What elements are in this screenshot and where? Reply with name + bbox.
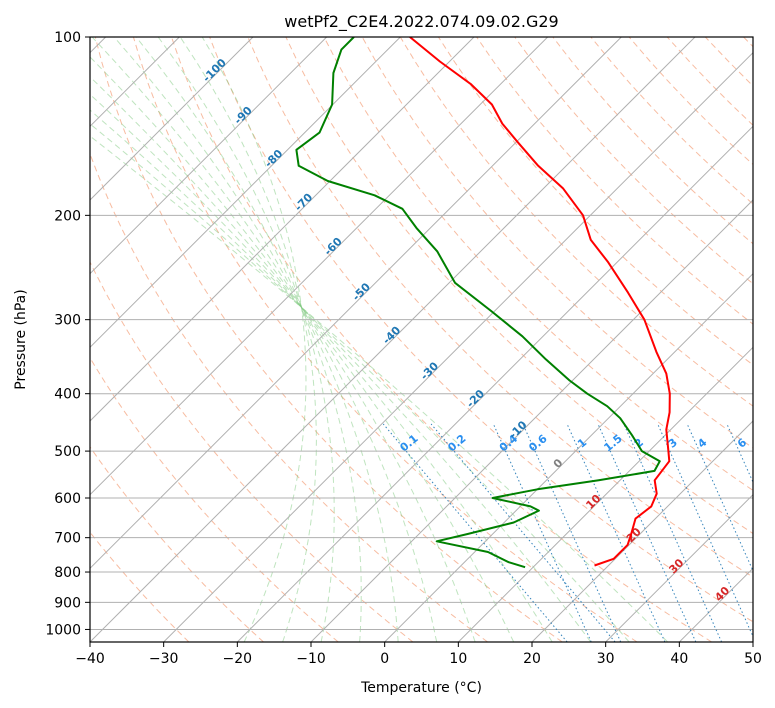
dry-adiabat <box>90 356 339 642</box>
y-tick-label: 600 <box>54 491 81 507</box>
isotherm <box>90 37 696 642</box>
isotherm <box>384 272 753 642</box>
x-tick-label: 50 <box>744 651 762 667</box>
moist-adiabat <box>90 76 515 642</box>
dry-adiabat <box>285 37 753 535</box>
x-tick-label: 20 <box>523 651 541 667</box>
moist-adiabat <box>90 135 669 642</box>
moist-adiabat <box>90 109 592 642</box>
moist-adiabat <box>90 56 476 642</box>
mixing-ratio-line <box>522 423 622 642</box>
isotherm <box>90 37 475 422</box>
y-tick-label: 1000 <box>45 622 81 638</box>
x-axis-label: Temperature (°C) <box>360 680 482 696</box>
y-tick-label: 400 <box>54 387 81 403</box>
isotherm <box>90 37 622 570</box>
mixing-ratio-line <box>430 423 616 642</box>
mixing-ratio-line <box>623 423 723 642</box>
isotherm <box>531 420 753 642</box>
moist-adiabat <box>135 37 362 642</box>
plot-frame <box>89 36 754 643</box>
x-tick-label: −10 <box>296 651 326 667</box>
y-tick-label: 200 <box>54 208 81 224</box>
dry-adiabat <box>476 37 753 325</box>
dry-adiabat <box>514 37 753 285</box>
y-axis: 1000 900 800 700 600 500 400 300 200 100 <box>45 30 90 638</box>
dry-adiabat <box>90 260 414 642</box>
mixing-ratio-line <box>566 423 666 642</box>
x-tick-label: −30 <box>149 651 179 667</box>
isotherm <box>236 125 753 642</box>
dry-adiabat <box>323 37 753 491</box>
chart-title: wetPf2_C2E4.2022.074.09.02.G29 <box>284 12 558 32</box>
isotherm <box>90 37 549 496</box>
x-tick-label: −40 <box>75 651 105 667</box>
isotherm <box>90 37 254 201</box>
x-tick-label: 10 <box>449 651 467 667</box>
y-axis-label: Pressure (hPa) <box>13 289 29 389</box>
dry-adiabat <box>132 37 638 642</box>
dry-adiabat <box>90 446 264 642</box>
mixing-ratio-line <box>597 423 697 642</box>
isotherm <box>163 51 753 642</box>
mixing-ratio-line <box>657 423 753 638</box>
mixing-ratio-line <box>492 423 592 642</box>
moist-adiabat <box>113 37 399 642</box>
moist-adiabat <box>90 123 630 642</box>
x-tick-label: 40 <box>670 651 688 667</box>
isotherm <box>310 199 753 642</box>
isotherm <box>605 493 753 642</box>
isotherm <box>90 37 328 275</box>
moist-adiabat <box>157 37 335 642</box>
x-tick-label: −20 <box>223 651 253 667</box>
isotherm <box>457 346 753 642</box>
dry-adiabat <box>247 37 753 578</box>
y-tick-label: 900 <box>54 595 81 611</box>
y-tick-label: 800 <box>54 565 81 581</box>
x-tick-label: 30 <box>597 651 615 667</box>
y-tick-label: 300 <box>54 313 81 329</box>
moist-adiabat <box>201 37 307 642</box>
moist-adiabat <box>90 93 553 642</box>
moist-adiabat <box>179 37 317 642</box>
y-tick-label: 100 <box>54 30 81 46</box>
dry-adiabat <box>171 37 712 642</box>
y-tick-label: 500 <box>54 444 81 460</box>
x-axis: −40 −30 −20 −10 0 10 20 30 40 50 <box>75 642 762 667</box>
dewpoint-trace <box>295 37 661 569</box>
temperature-trace <box>409 37 671 567</box>
x-tick-label: 0 <box>380 651 389 667</box>
y-tick-label: 700 <box>54 531 81 547</box>
dry-adiabat <box>94 37 563 642</box>
isotherm <box>90 37 401 349</box>
